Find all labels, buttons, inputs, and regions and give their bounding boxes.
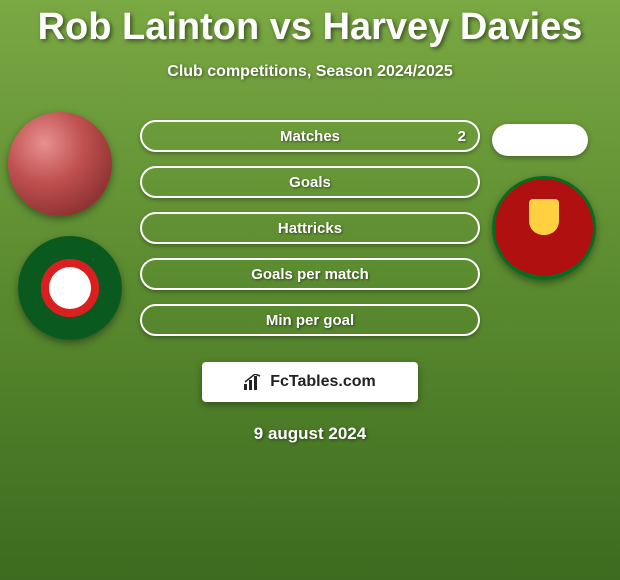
stat-row-min-per-goal: Min per goal bbox=[140, 304, 480, 336]
stat-label: Goals bbox=[289, 174, 331, 191]
stat-label: Goals per match bbox=[251, 266, 369, 283]
comparison-subtitle: Club competitions, Season 2024/2025 bbox=[0, 63, 620, 81]
chart-icon bbox=[244, 374, 264, 390]
club-right-crest bbox=[492, 176, 596, 280]
brand-badge: FcTables.com bbox=[202, 362, 418, 402]
player-left-avatar bbox=[8, 112, 112, 216]
stat-row-goals: Goals bbox=[140, 166, 480, 198]
stat-row-matches: Matches 2 bbox=[140, 120, 480, 152]
stat-row-goals-per-match: Goals per match bbox=[140, 258, 480, 290]
footer-block: FcTables.com 9 august 2024 bbox=[0, 350, 620, 444]
club-left-crest bbox=[18, 236, 122, 340]
player-right-blank-pill bbox=[492, 124, 588, 156]
stat-label: Hattricks bbox=[278, 220, 342, 237]
generated-date: 9 august 2024 bbox=[0, 424, 620, 444]
comparison-title: Rob Lainton vs Harvey Davies bbox=[0, 0, 620, 49]
stat-label: Matches bbox=[280, 128, 340, 145]
stat-row-hattricks: Hattricks bbox=[140, 212, 480, 244]
stats-list: Matches 2 Goals Hattricks Goals per matc… bbox=[140, 120, 480, 350]
stat-value-right: 2 bbox=[458, 128, 466, 145]
stat-label: Min per goal bbox=[266, 312, 354, 329]
brand-text: FcTables.com bbox=[270, 373, 376, 391]
